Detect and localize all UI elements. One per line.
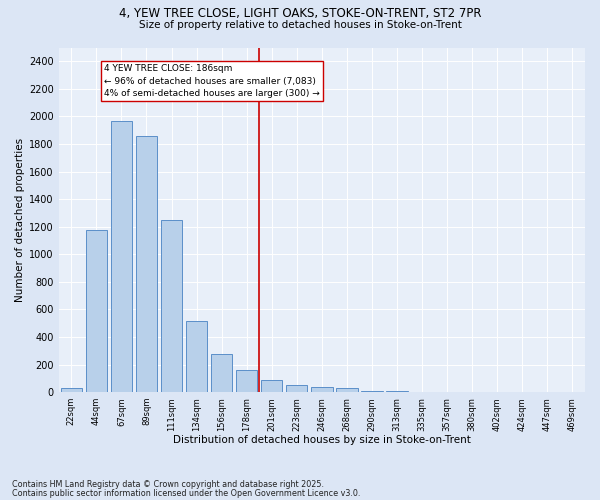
Text: 4, YEW TREE CLOSE, LIGHT OAKS, STOKE-ON-TRENT, ST2 7PR: 4, YEW TREE CLOSE, LIGHT OAKS, STOKE-ON-… (119, 8, 481, 20)
Bar (236, 370, 257, 392)
Bar (286, 385, 307, 392)
Bar (136, 136, 157, 392)
Text: 4 YEW TREE CLOSE: 186sqm
← 96% of detached houses are smaller (7,083)
4% of semi: 4 YEW TREE CLOSE: 186sqm ← 96% of detach… (104, 64, 320, 98)
Text: Size of property relative to detached houses in Stoke-on-Trent: Size of property relative to detached ho… (139, 20, 461, 30)
Bar (311, 388, 332, 392)
Bar (361, 390, 383, 392)
Bar (261, 380, 283, 392)
X-axis label: Distribution of detached houses by size in Stoke-on-Trent: Distribution of detached houses by size … (173, 435, 471, 445)
Bar (111, 120, 132, 392)
Text: Contains public sector information licensed under the Open Government Licence v3: Contains public sector information licen… (12, 490, 361, 498)
Bar (86, 230, 107, 392)
Bar (186, 321, 207, 392)
Bar (211, 354, 232, 392)
Bar (61, 388, 82, 392)
Bar (336, 388, 358, 392)
Y-axis label: Number of detached properties: Number of detached properties (15, 138, 25, 302)
Bar (161, 220, 182, 392)
Text: Contains HM Land Registry data © Crown copyright and database right 2025.: Contains HM Land Registry data © Crown c… (12, 480, 324, 489)
